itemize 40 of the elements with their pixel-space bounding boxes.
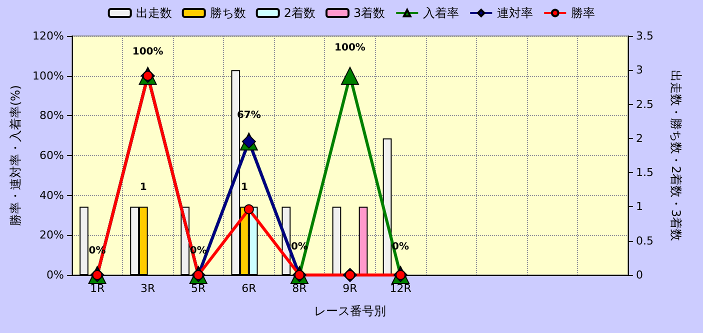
point [341, 66, 359, 85]
y-tick-label: 20% [40, 228, 64, 242]
data-label: 100% [132, 46, 164, 58]
y2-tick-label: 2.5 [636, 98, 654, 111]
data-label: 1 [241, 182, 248, 194]
x-axis-title: レース番号別 [314, 304, 386, 318]
legend-label: 3着数 [354, 6, 386, 20]
y-axis-title: 勝率・連対率・入着率(%) [8, 85, 23, 226]
x-tick-label: 9R [342, 282, 358, 295]
x-tick-label: 12R [390, 282, 412, 295]
x-tick-label: 1R [90, 282, 105, 295]
y2-tick-label: 0.5 [636, 234, 654, 248]
y-tick-label: 100% [32, 69, 64, 82]
data-label: 1 [140, 182, 147, 194]
y-tick-label: 80% [40, 109, 64, 122]
legend-label: 勝ち数 [210, 6, 246, 20]
y-tick-label: 40% [40, 188, 64, 202]
y2-tick-label: 1.5 [636, 166, 654, 180]
y2-tick-label: 2 [636, 132, 643, 145]
bar [332, 206, 342, 275]
legend-label: 2着数 [284, 6, 316, 20]
y-tick-label: 120% [32, 30, 64, 42]
y2-axis-title: 出走数・勝ち数・2着数・3着数 [669, 70, 683, 242]
y2-tick-label: 3 [636, 64, 643, 77]
legend-label: 入着率 [423, 6, 460, 20]
y-tick-label: 60% [40, 149, 64, 162]
x-tick-label: 3R [140, 282, 156, 295]
x-tick-label: 6R [242, 282, 257, 295]
y-tick-label: 0% [46, 268, 64, 282]
data-label: 100% [334, 42, 366, 54]
point [244, 204, 254, 214]
legend-label: 勝率 [571, 6, 596, 20]
y2-tick-label: 0 [636, 268, 643, 282]
legend-label: 出走数 [136, 6, 172, 20]
x-tick-label: 8R [292, 282, 308, 295]
x-tick-label: 5R [191, 282, 206, 295]
legend-label: 連対率 [497, 6, 534, 20]
bar [358, 206, 368, 275]
y2-tick-label: 1 [636, 200, 643, 214]
y2-tick-label: 3.5 [636, 30, 654, 42]
